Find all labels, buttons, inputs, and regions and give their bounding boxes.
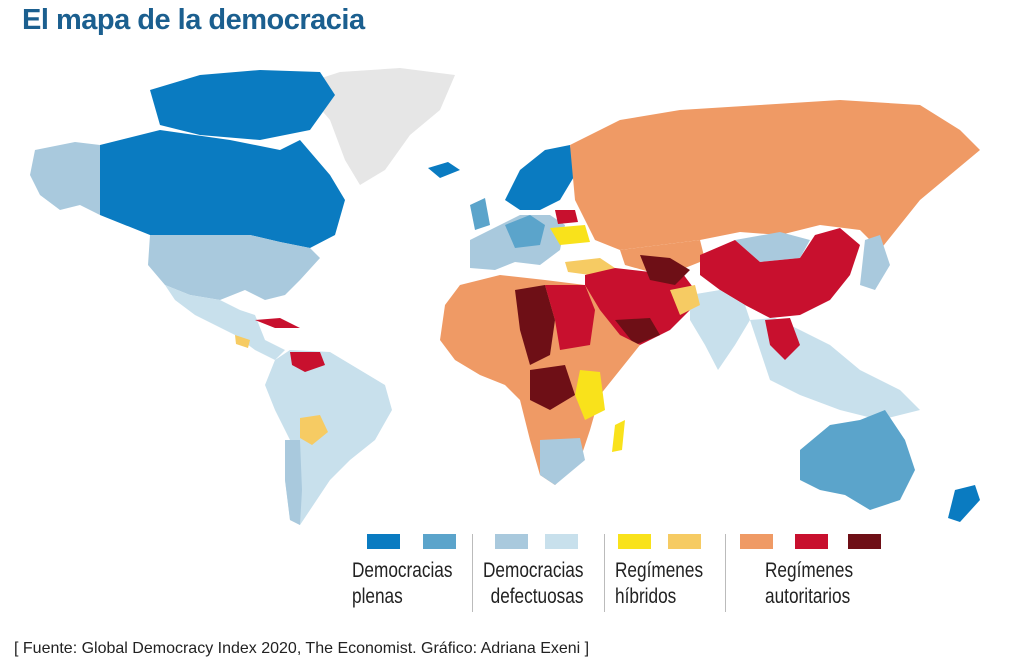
region-belarus	[555, 210, 578, 224]
region-myanmar-vietnam	[765, 318, 800, 360]
region-australia	[800, 410, 915, 510]
region-uk	[470, 198, 490, 230]
region-china	[700, 228, 860, 318]
region-central-africa-dark	[530, 365, 575, 410]
region-mexico-central-america	[165, 285, 285, 360]
region-scandinavia	[505, 145, 575, 210]
region-madagascar	[612, 420, 625, 452]
legend-divider	[604, 534, 605, 612]
region-chile-argentina	[285, 440, 302, 525]
region-greenland	[300, 68, 455, 185]
region-central-america-hybrid	[235, 335, 250, 348]
legend-swatch-hybrid-2	[668, 534, 701, 549]
region-india	[690, 290, 750, 370]
region-canada	[100, 130, 345, 248]
region-alaska	[30, 142, 100, 215]
legend-swatch-full-2	[423, 534, 456, 549]
legend-label-hybrid-regimes: Regímenes híbridos	[615, 559, 704, 608]
region-cuba	[255, 318, 300, 328]
region-afghanistan	[640, 255, 690, 285]
region-mongolia	[735, 232, 810, 262]
region-japan	[860, 235, 890, 290]
legend-swatch-full-1	[367, 534, 400, 549]
region-north-east-africa	[545, 285, 595, 350]
region-bolivia	[300, 415, 328, 445]
region-sahel-dark	[515, 285, 555, 365]
region-venezuela	[290, 352, 325, 372]
region-east-africa-hybrid	[575, 370, 605, 420]
legend-label-full-democracies: Democracias plenas	[352, 559, 453, 608]
legend-swatch-hybrid-1	[618, 534, 651, 549]
legend-swatch-auth-3	[848, 534, 881, 549]
region-iceland	[428, 162, 460, 178]
region-central-asia	[620, 240, 705, 272]
region-new-zealand	[948, 485, 980, 522]
region-germany-nordic	[505, 215, 545, 248]
region-ukraine	[550, 225, 590, 245]
legend-divider	[725, 534, 726, 612]
legend-swatch-flawed-1	[495, 534, 528, 549]
world-map	[30, 68, 980, 525]
region-turkey	[565, 258, 615, 275]
legend-swatch-auth-1	[740, 534, 773, 549]
legend-swatch-flawed-2	[545, 534, 578, 549]
map-title: El mapa de la democracia	[22, 4, 365, 36]
region-usa	[148, 235, 320, 300]
region-canada-arctic	[150, 70, 335, 140]
legend-divider	[472, 534, 473, 612]
region-south-america	[265, 350, 392, 525]
legend-label-flawed-democracies: Democracias defectuosas	[483, 559, 584, 608]
region-yemen	[615, 318, 660, 345]
region-russia	[570, 100, 980, 250]
region-southern-africa	[540, 438, 585, 485]
legend-label-authoritarian-regimes: Regímenes autoritarios	[765, 559, 854, 608]
region-pakistan	[670, 285, 700, 315]
legend-swatch-auth-2	[795, 534, 828, 549]
source-caption: [ Fuente: Global Democracy Index 2020, T…	[14, 640, 590, 657]
